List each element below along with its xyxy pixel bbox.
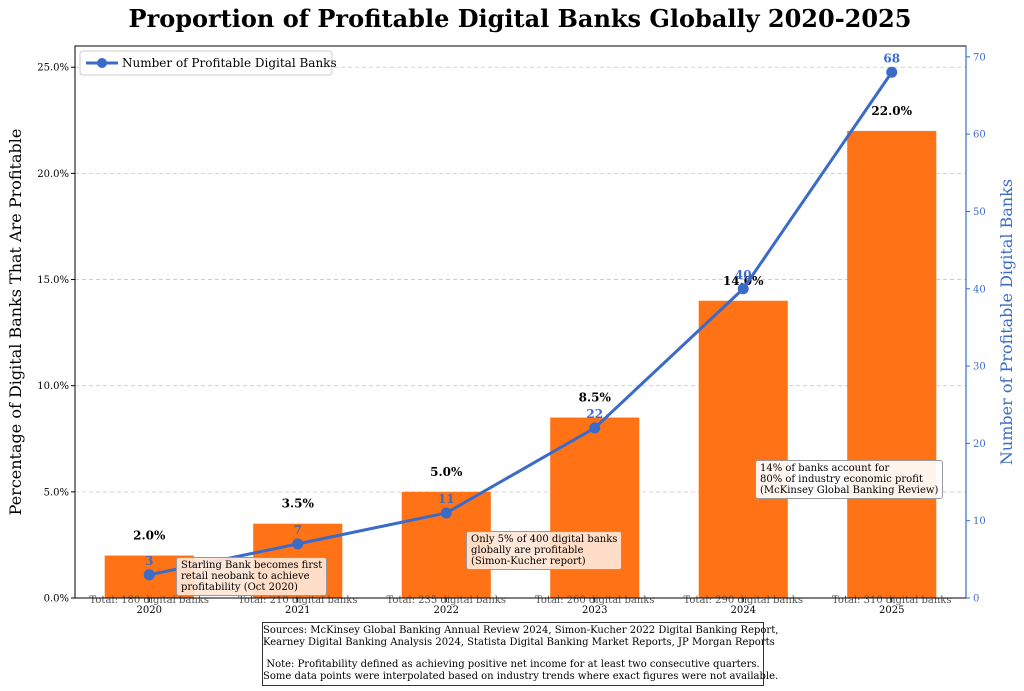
bar-value-label: 2.0% (133, 529, 166, 543)
x-tick-label: 2020 (137, 605, 162, 616)
annotation-starling: Starling Bank becomes first retail neoba… (176, 557, 328, 596)
y-left-tick-label: 5.0% (44, 487, 69, 498)
sources-box: Sources: McKinsey Global Banking Annual … (262, 622, 779, 686)
bar-value-label: 5.0% (430, 465, 463, 479)
y-left-tick-label: 20.0% (37, 169, 69, 180)
legend-box (79, 50, 333, 76)
line-point-label: 3 (145, 554, 153, 568)
y-right-tick-label: 20 (973, 439, 986, 450)
y-right-tick-label: 0 (973, 594, 979, 605)
y-right-tick-label: 30 (973, 362, 986, 373)
x-tick-label: 2022 (434, 605, 459, 616)
y-left-tick-label: 0.0% (44, 594, 69, 605)
x-tick-label: 2021 (285, 605, 310, 616)
line-point (589, 422, 601, 434)
line-point (737, 283, 749, 295)
axes: 0.0% 5.0% 10.0% 15.0% 20.0% 25.0% 0 10 20 30 40 50 6… (37, 45, 986, 616)
series-line (148, 71, 893, 577)
sources-line-4: Some data points were interpolated based… (263, 671, 779, 682)
bar-value-label: 8.5% (579, 391, 612, 405)
bar-value-label: 22.0% (871, 104, 912, 118)
y-left-tick-label: 10.0% (37, 381, 69, 392)
line-point (886, 66, 898, 78)
x-tick-label: 2025 (879, 605, 904, 616)
y-left-tick-label: 25.0% (37, 63, 69, 74)
y-left-tick-label: 15.0% (37, 275, 69, 286)
line-point-label: 11 (438, 492, 455, 506)
bar-value-label: 3.5% (282, 497, 315, 511)
line-point-label: 68 (883, 51, 900, 65)
sources-line-1: Sources: McKinsey Global Banking Annual … (263, 625, 779, 636)
line-point (143, 569, 155, 581)
legend: Number of Profitable Digital Banks (79, 50, 337, 76)
line-point-label: 7 (294, 523, 302, 537)
sources-line-2: Kearney Digital Banking Analysis 2024, S… (263, 637, 775, 648)
annotation-simon-kucher: Only 5% of 400 digital banks globally ar… (466, 531, 623, 570)
x-tick-label: 2024 (731, 605, 756, 616)
sources-line-3: Note: Profitability defined as achieving… (266, 659, 760, 670)
annotation-mckinsey: 14% of banks account for 80% of industry… (755, 460, 944, 499)
line-point-label: 22 (586, 407, 603, 421)
line-series: 3 7 11 22 40 68 (143, 51, 900, 581)
y-right-tick-label: 60 (973, 130, 986, 141)
y-right-tick-label: 40 (973, 284, 986, 295)
y-right-tick-label: 50 (973, 207, 986, 218)
legend-label: Number of Profitable Digital Banks (122, 56, 337, 70)
line-point-label: 40 (735, 268, 752, 282)
line-point (292, 538, 304, 550)
y-right-tick-label: 70 (973, 52, 986, 63)
y-right-tick-label: 10 (973, 516, 986, 527)
y-axis-right-label: Number of Profitable Digital Banks (997, 179, 1016, 465)
bar (847, 130, 937, 598)
plot-frame (74, 45, 967, 599)
chart-title: Proportion of Profitable Digital Banks G… (129, 4, 912, 33)
line-point (440, 507, 452, 519)
gridlines (75, 66, 966, 493)
legend-marker-swatch (97, 58, 107, 68)
bar-value-label: 14.0% (723, 274, 764, 288)
bar (698, 300, 788, 598)
y-axis-left-label: Percentage of Digital Banks That Are Pro… (6, 129, 25, 516)
x-tick-label: 2023 (582, 605, 607, 616)
